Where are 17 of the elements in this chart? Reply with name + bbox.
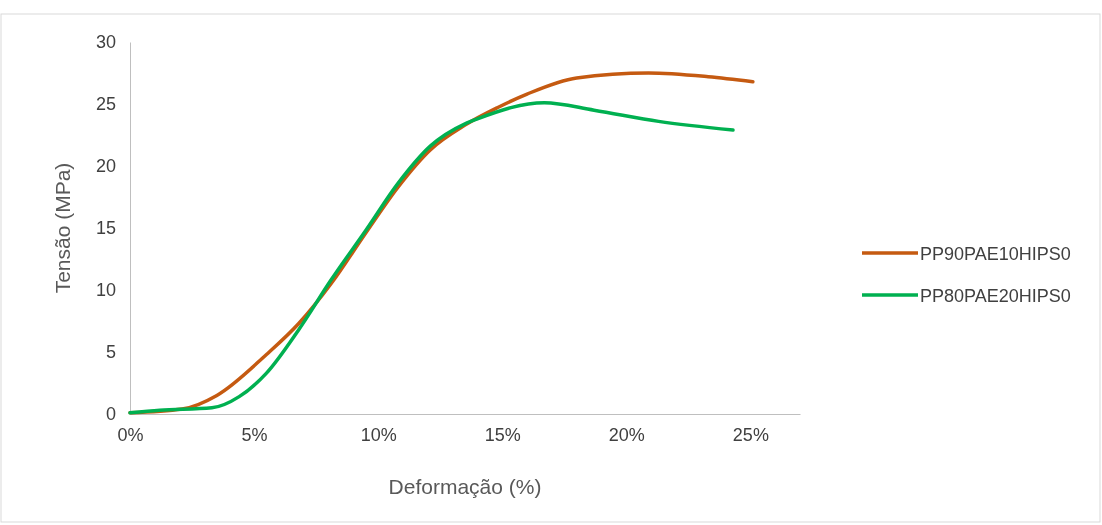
y-axis-title: Tensão (MPa) bbox=[51, 162, 74, 294]
x-tick-label: 20% bbox=[608, 424, 645, 445]
x-tick-label: 5% bbox=[241, 424, 268, 445]
y-tick-label: 0 bbox=[105, 404, 116, 425]
x-tick-label: 15% bbox=[484, 424, 521, 445]
x-tick-label: 0% bbox=[117, 424, 144, 445]
y-tick-label: 5 bbox=[105, 342, 116, 363]
x-tick-label: 10% bbox=[360, 424, 397, 445]
legend-label: PP80PAE20HIPS0 bbox=[920, 286, 1071, 306]
x-tick-label: 25% bbox=[732, 424, 769, 445]
x-axis-title: Deformação (%) bbox=[388, 475, 542, 498]
y-tick-label: 20 bbox=[95, 156, 116, 177]
y-tick-label: 10 bbox=[95, 280, 116, 301]
y-tick-label: 30 bbox=[95, 32, 116, 53]
y-tick-label: 15 bbox=[95, 218, 116, 239]
legend-label: PP90PAE10HIPS0 bbox=[920, 244, 1071, 264]
y-tick-label: 25 bbox=[95, 94, 116, 115]
